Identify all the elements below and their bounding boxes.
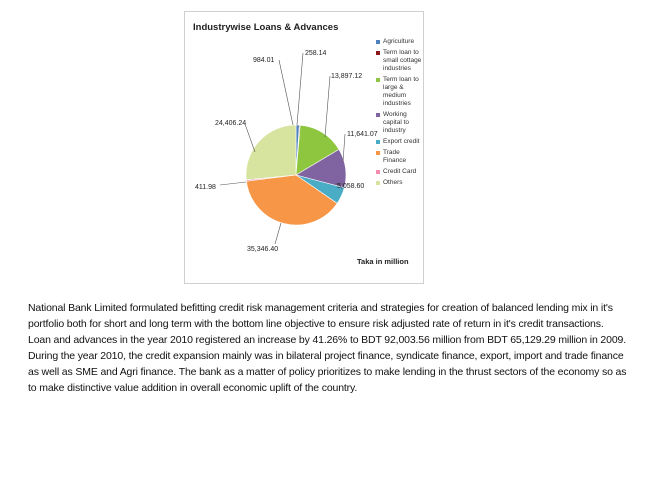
legend-label: Working capital to industry: [383, 111, 410, 134]
leader-line: [219, 181, 247, 186]
slice-value-label: 35,346.40: [247, 246, 278, 253]
legend-item: Trade Finance: [376, 149, 424, 165]
chart-legend: Agriculture Term loan to small cottage in…: [376, 38, 424, 190]
legend-swatch: [376, 51, 380, 55]
slice-value-label: 24,406.24: [215, 120, 246, 127]
leader-line: [296, 52, 304, 126]
legend-swatch: [376, 170, 380, 174]
leader-line: [244, 123, 256, 153]
legend-item: Term loan to small cottage industries: [376, 49, 424, 73]
legend-label: Others: [383, 179, 403, 186]
legend-item: Working capital to industry: [376, 111, 424, 135]
leader-line: [278, 59, 294, 126]
legend-item: Others: [376, 179, 424, 187]
leader-line: [274, 222, 282, 245]
legend-label: Term loan to small cottage industries: [383, 49, 422, 72]
legend-swatch: [376, 78, 380, 82]
pie-slice: [245, 124, 297, 181]
slice-value-label: 5,058.60: [337, 183, 364, 190]
legend-swatch: [376, 181, 380, 185]
legend-item: Term loan to large & medium industries: [376, 76, 424, 108]
legend-swatch: [376, 40, 380, 44]
pie-slice: [295, 124, 340, 176]
legend-item: Export credit: [376, 138, 424, 146]
legend-label: Trade Finance: [383, 149, 407, 164]
body-paragraph: National Bank Limited formulated befitti…: [28, 302, 627, 394]
legend-item: Credit Card: [376, 168, 424, 176]
legend-label: Export credit: [383, 138, 420, 145]
slice-value-label: 984.01: [253, 57, 275, 64]
legend-label: Term loan to large & medium industries: [383, 76, 419, 107]
slice-value-label: 411.98: [195, 184, 216, 191]
chart-panel: Industrywise Loans & Advances 984.01 258.…: [184, 11, 424, 284]
legend-swatch: [376, 151, 380, 155]
legend-item: Agriculture: [376, 38, 424, 46]
legend-label: Credit Card: [383, 168, 417, 175]
leader-line: [342, 133, 346, 163]
legend-swatch: [376, 113, 380, 117]
leader-line: [324, 75, 331, 138]
slice-value-label: 13,897.12: [331, 73, 362, 80]
legend-label: Agriculture: [383, 38, 415, 45]
slice-value-label: 11,641.07: [347, 131, 378, 138]
pie-slice: [246, 174, 338, 226]
slice-value-label: 258.14: [305, 50, 327, 57]
legend-swatch: [376, 140, 380, 144]
pie-chart: 984.01 258.14 13,897.12 11,641.07 5,058.60 35…: [195, 50, 378, 253]
units-note: Taka in million: [357, 257, 409, 266]
chart-title: Industrywise Loans & Advances: [193, 22, 339, 33]
